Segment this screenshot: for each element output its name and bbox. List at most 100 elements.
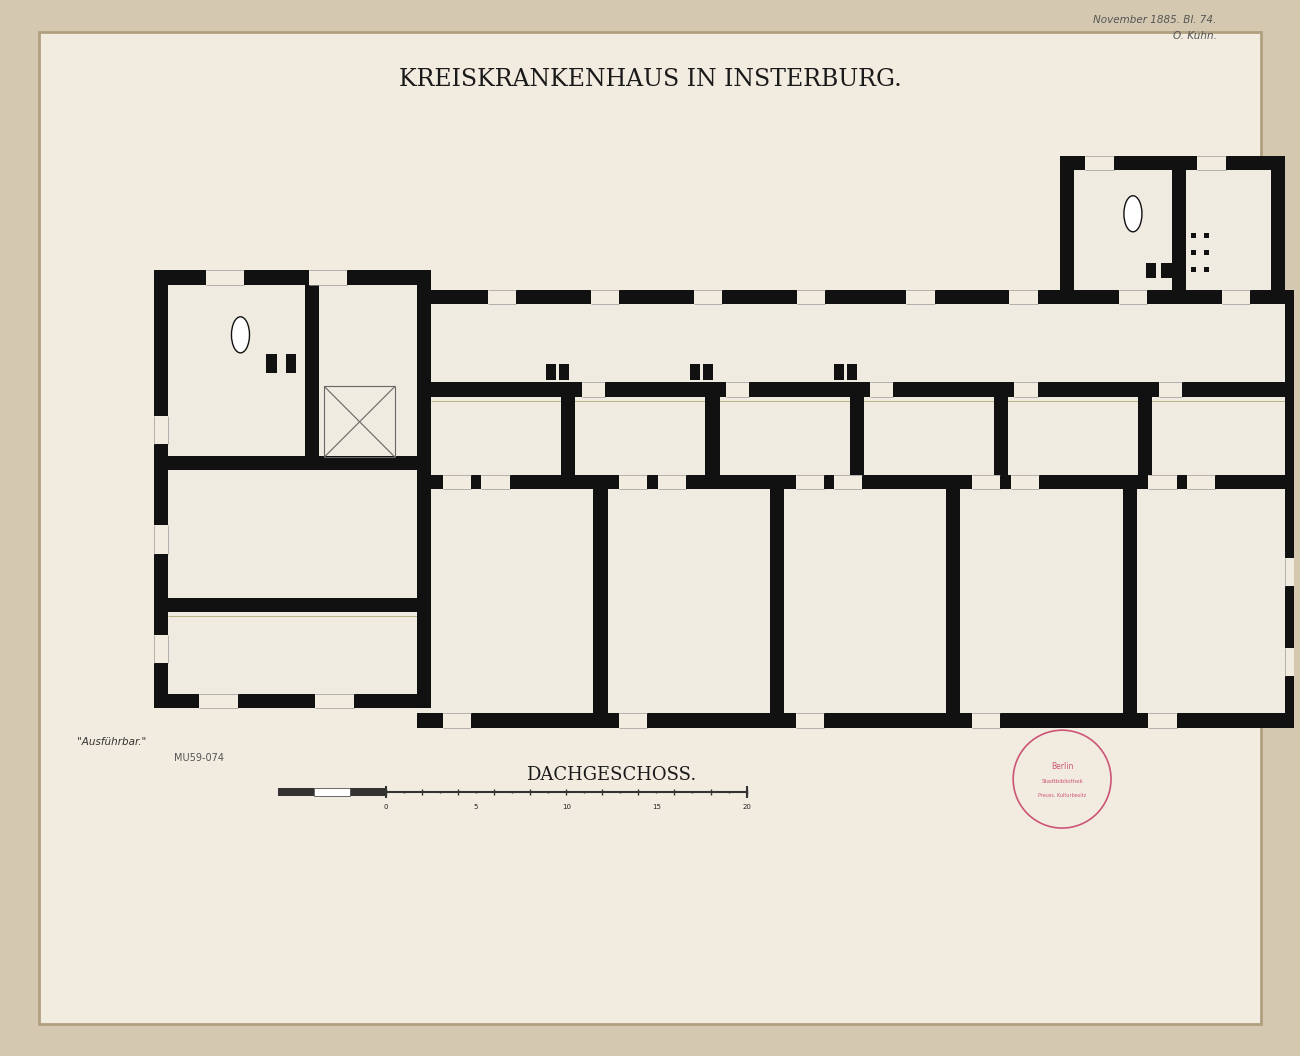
Bar bbox=[562, 391, 576, 489]
Bar bbox=[417, 611, 432, 694]
Bar bbox=[703, 364, 714, 380]
Bar bbox=[993, 391, 1008, 489]
Bar bbox=[1086, 156, 1114, 170]
Bar bbox=[797, 289, 826, 304]
Bar bbox=[417, 289, 1299, 304]
Bar bbox=[417, 470, 432, 598]
Bar bbox=[972, 714, 1000, 728]
Bar bbox=[286, 354, 296, 374]
Text: MU59-074: MU59-074 bbox=[173, 753, 224, 763]
Bar bbox=[313, 788, 350, 796]
Bar bbox=[690, 364, 701, 380]
Bar bbox=[835, 364, 845, 380]
Bar bbox=[1148, 714, 1177, 728]
Text: DACHGESCHOSS.: DACHGESCHOSS. bbox=[526, 767, 697, 785]
Bar bbox=[694, 289, 722, 304]
Bar bbox=[658, 475, 686, 489]
Bar bbox=[706, 391, 719, 489]
Bar bbox=[835, 475, 862, 489]
Bar bbox=[1204, 266, 1209, 271]
Bar bbox=[770, 489, 784, 728]
Bar bbox=[432, 382, 1284, 397]
Bar bbox=[1284, 289, 1299, 489]
Bar bbox=[1187, 475, 1216, 489]
Bar bbox=[1191, 266, 1196, 271]
Bar bbox=[1191, 250, 1196, 254]
Bar bbox=[1270, 156, 1284, 304]
Bar bbox=[417, 464, 432, 709]
Bar bbox=[417, 489, 1299, 728]
Bar bbox=[1204, 250, 1209, 254]
Bar bbox=[417, 289, 1299, 489]
Bar bbox=[972, 475, 1000, 489]
Bar bbox=[559, 364, 569, 380]
Bar bbox=[155, 526, 169, 553]
Bar bbox=[870, 382, 893, 397]
Bar bbox=[1161, 263, 1171, 278]
Bar bbox=[1204, 233, 1209, 239]
Text: 20: 20 bbox=[742, 804, 751, 810]
Bar bbox=[306, 285, 318, 464]
Bar bbox=[1191, 233, 1196, 239]
Bar bbox=[1197, 156, 1226, 170]
Text: 0: 0 bbox=[384, 804, 389, 810]
Bar bbox=[1148, 475, 1177, 489]
Text: O. Kuhn.: O. Kuhn. bbox=[1173, 31, 1217, 41]
Bar bbox=[350, 788, 386, 796]
Bar bbox=[443, 475, 471, 489]
Ellipse shape bbox=[1124, 195, 1141, 232]
Text: November 1885. Bl. 74.: November 1885. Bl. 74. bbox=[1093, 16, 1217, 25]
Bar bbox=[1009, 289, 1037, 304]
Bar bbox=[581, 382, 604, 397]
Bar bbox=[906, 289, 935, 304]
Bar bbox=[169, 598, 432, 611]
Bar bbox=[848, 364, 857, 380]
Bar bbox=[590, 289, 619, 304]
Bar bbox=[1060, 156, 1074, 304]
Bar bbox=[278, 788, 313, 796]
Bar bbox=[725, 382, 749, 397]
Bar bbox=[796, 475, 824, 489]
Text: Preuss. Kulturbesitz: Preuss. Kulturbesitz bbox=[1037, 793, 1087, 798]
Bar bbox=[155, 270, 169, 709]
Bar bbox=[155, 635, 169, 663]
Bar bbox=[315, 694, 354, 709]
Bar bbox=[155, 270, 432, 285]
Text: 15: 15 bbox=[653, 804, 660, 810]
Bar bbox=[850, 391, 863, 489]
Bar bbox=[169, 456, 432, 470]
Bar bbox=[1222, 289, 1251, 304]
Bar bbox=[593, 489, 607, 728]
Bar bbox=[1284, 647, 1299, 676]
Bar bbox=[546, 364, 556, 380]
Bar bbox=[1014, 382, 1037, 397]
Bar bbox=[1123, 489, 1136, 728]
Bar bbox=[417, 270, 432, 464]
Bar bbox=[266, 354, 277, 374]
Text: Stadtbibliothek: Stadtbibliothek bbox=[1041, 779, 1083, 785]
Bar bbox=[155, 416, 169, 445]
Bar bbox=[199, 694, 238, 709]
Bar bbox=[1060, 156, 1284, 170]
Bar bbox=[417, 714, 1299, 728]
Bar bbox=[481, 475, 510, 489]
Bar bbox=[443, 714, 471, 728]
Bar bbox=[1060, 156, 1284, 304]
Bar bbox=[1284, 558, 1299, 586]
Bar bbox=[796, 714, 824, 728]
Bar bbox=[946, 489, 961, 728]
Bar bbox=[1010, 475, 1039, 489]
Text: 10: 10 bbox=[562, 804, 571, 810]
Ellipse shape bbox=[231, 317, 250, 353]
Text: KREISKRANKENHAUS IN INSTERBURG.: KREISKRANKENHAUS IN INSTERBURG. bbox=[399, 69, 901, 91]
Bar bbox=[417, 475, 1299, 489]
Bar bbox=[1138, 391, 1152, 489]
Bar bbox=[619, 714, 647, 728]
Bar bbox=[1119, 289, 1147, 304]
Bar bbox=[1171, 170, 1186, 304]
Bar bbox=[308, 270, 347, 285]
Text: Berlin: Berlin bbox=[1050, 761, 1074, 771]
Bar bbox=[1145, 263, 1156, 278]
Bar bbox=[155, 270, 432, 709]
Bar bbox=[155, 694, 432, 709]
